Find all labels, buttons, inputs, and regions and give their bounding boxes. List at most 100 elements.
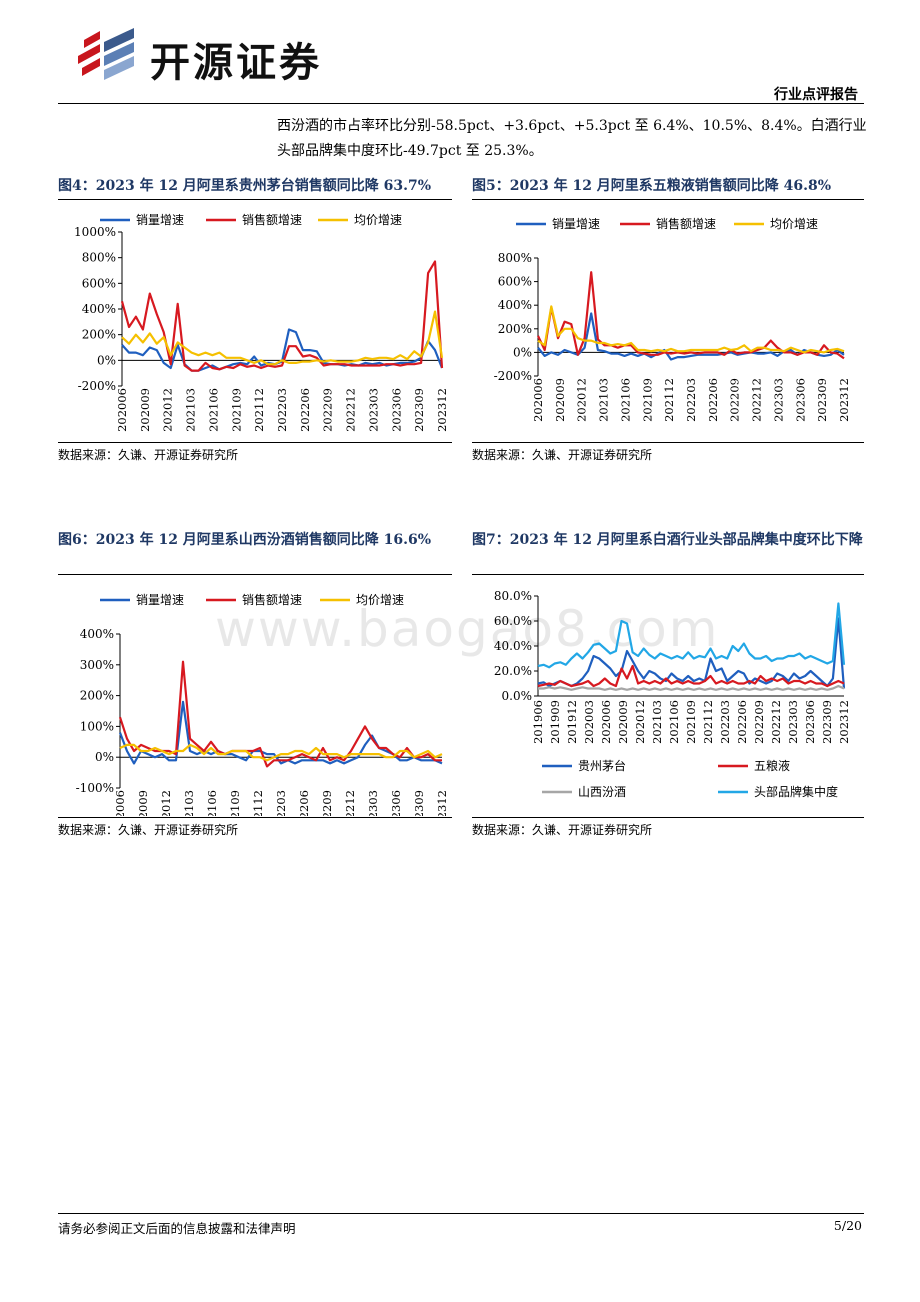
y-tick-label: -200% <box>78 379 116 393</box>
series-line-2 <box>538 684 845 691</box>
x-tick-label: 202106 <box>618 378 632 422</box>
figure-7-rule <box>472 574 864 575</box>
x-tick-label: 202112 <box>252 388 266 432</box>
y-tick-label: 200% <box>82 328 116 342</box>
x-tick-label: 202312 <box>435 790 449 816</box>
x-tick-label: 202012 <box>161 388 175 432</box>
x-tick-label: 202006 <box>599 700 613 744</box>
y-tick-label: 100% <box>80 719 114 733</box>
x-tick-label: 201906 <box>531 700 545 744</box>
x-tick-label: 202012 <box>633 700 647 744</box>
x-tick-label: 201912 <box>565 700 579 744</box>
y-tick-label: 600% <box>82 276 116 290</box>
x-tick-label: 202109 <box>684 700 698 744</box>
x-tick-label: 202009 <box>616 700 630 744</box>
x-tick-label: 202309 <box>815 378 829 422</box>
y-tick-label: 1000% <box>74 225 116 239</box>
figure-5-bottom-rule <box>472 442 864 443</box>
y-tick-label: 400% <box>80 627 114 641</box>
intro-paragraph: 西汾酒的市占率环比分别-58.5pct、+3.6pct、+5.3pct 至 6.… <box>277 118 867 159</box>
x-tick-label: 202103 <box>184 388 198 432</box>
kaiyuan-logo-icon <box>78 28 134 80</box>
y-tick-label: -200% <box>494 369 532 383</box>
y-tick-label: 0.0% <box>502 689 533 703</box>
figure-4-bottom-rule <box>58 442 452 443</box>
figure-6-title: 图6：2023 年 12 月阿里系山西汾酒销售额同比降 16.6% <box>58 532 432 548</box>
x-tick-label: 202303 <box>366 790 380 816</box>
brand-name: 开源证券 <box>150 40 322 86</box>
figure-6-bottom-rule <box>58 817 452 818</box>
x-tick-label: 202203 <box>275 388 289 432</box>
x-tick-label: 202109 <box>640 378 654 422</box>
footer-disclaimer: 请务必参阅正文后面的信息披露和法律声明 <box>58 1221 296 1236</box>
figure-5-source: 数据来源：久谦、开源证券研究所 <box>472 448 653 462</box>
x-tick-label: 202209 <box>321 388 335 432</box>
figure-5-chart: 800% 600% 400% 200% 0% -200%202006 202009 20201… <box>494 216 851 422</box>
y-tick-label: 200% <box>498 322 532 336</box>
x-tick-label: 202009 <box>553 378 567 422</box>
x-tick-label: 202312 <box>435 388 449 432</box>
legend-label: 头部品牌集中度 <box>754 784 838 799</box>
figure-4-title: 图4：2023 年 12 月阿里系贵州茅台销售额同比降 63.7% <box>58 178 432 194</box>
x-tick-label: 202203 <box>274 790 288 816</box>
x-tick-label: 202212 <box>769 700 783 744</box>
x-tick-label: 201909 <box>548 700 562 744</box>
legend-label: 贵州茅台 <box>578 758 626 773</box>
x-tick-label: 202106 <box>667 700 681 744</box>
legend-label: 销量增速 <box>136 213 184 227</box>
y-tick-label: 80.0% <box>494 589 532 603</box>
y-tick-label: 20.0% <box>494 664 532 678</box>
y-tick-label: 300% <box>80 658 114 672</box>
x-tick-label: 202203 <box>718 700 732 744</box>
watermark: www.baogao8.com <box>215 600 720 658</box>
x-tick-label: 202103 <box>182 790 196 816</box>
legend-label: 五粮液 <box>754 758 790 773</box>
x-tick-label: 202209 <box>728 378 742 422</box>
figure-4-rule <box>58 199 452 200</box>
y-tick-label: 40.0% <box>494 639 532 653</box>
y-tick-label: 0% <box>513 345 532 359</box>
y-tick-label: 200% <box>80 689 114 703</box>
x-tick-label: 202003 <box>582 700 596 744</box>
y-tick-label: 600% <box>498 275 532 289</box>
header-divider <box>58 103 864 104</box>
legend-label: 销售额增速 <box>242 212 302 227</box>
x-tick-label: 202206 <box>735 700 749 744</box>
x-tick-label: 202206 <box>706 378 720 422</box>
x-tick-label: 202209 <box>752 700 766 744</box>
x-tick-label: 202103 <box>650 700 664 744</box>
x-tick-label: 202006 <box>113 790 127 816</box>
x-tick-label: 202112 <box>701 700 715 744</box>
series-line-2 <box>121 310 444 366</box>
series-line-1 <box>537 271 845 360</box>
x-tick-label: 202212 <box>750 378 764 422</box>
figure-4-source: 数据来源：久谦、开源证券研究所 <box>58 448 239 462</box>
series-line-0 <box>118 700 443 765</box>
figure-6-rule <box>58 574 452 575</box>
legend-label: 销量增速 <box>136 593 184 607</box>
figure-7-chart: 80.0% 60.0% 40.0% 20.0% 0.0%201906 201909 2019… <box>494 589 851 799</box>
series-line-1 <box>537 664 845 688</box>
figure-7-source: 数据来源：久谦、开源证券研究所 <box>472 823 653 837</box>
series-line-3 <box>537 602 846 669</box>
figure-7-title: 图7：2023 年 12 月阿里系白酒行业头部品牌集中度环比下降 <box>472 532 863 548</box>
x-tick-label: 202312 <box>837 700 851 744</box>
figure-4-chart: 1000% 800% 600% 400% 200% 0% -200%202006 202009… <box>74 212 449 432</box>
x-tick-label: 202303 <box>366 388 380 432</box>
x-tick-label: 202009 <box>136 790 150 816</box>
x-tick-label: 202203 <box>684 378 698 422</box>
legend-label: 销量增速 <box>552 217 600 231</box>
x-tick-label: 202212 <box>343 790 357 816</box>
x-tick-label: 202006 <box>115 388 129 432</box>
x-tick-label: 202103 <box>597 378 611 422</box>
legend-label: 均价增速 <box>354 213 402 227</box>
x-tick-label: 202106 <box>205 790 219 816</box>
x-tick-label: 202206 <box>298 388 312 432</box>
y-tick-label: 400% <box>498 298 532 312</box>
footer-divider <box>58 1213 864 1214</box>
x-tick-label: 202109 <box>229 388 243 432</box>
series-line-0 <box>537 312 845 361</box>
x-tick-label: 202306 <box>389 790 403 816</box>
report-type: 行业点评报告 <box>774 87 858 103</box>
x-tick-label: 202112 <box>662 378 676 422</box>
